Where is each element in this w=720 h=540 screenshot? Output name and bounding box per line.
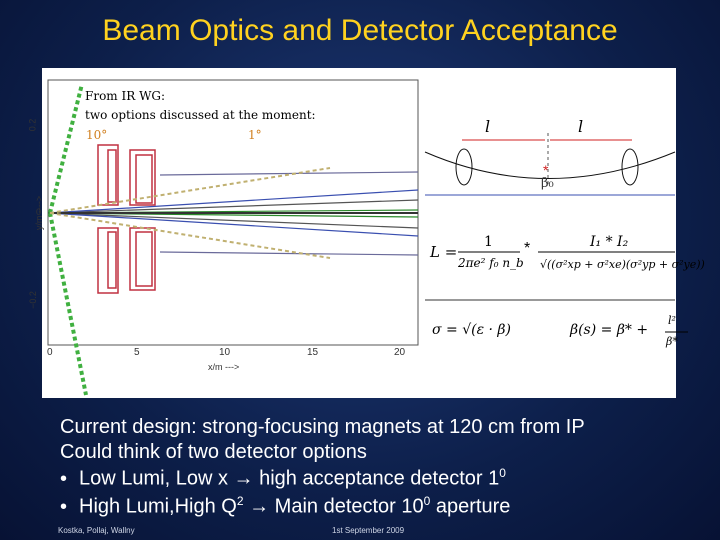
body-line: Could think of two detector options [60,441,367,463]
footer-authors: Kostka, Pollaj, Wallny [58,526,135,535]
formula: 1 [484,234,493,250]
figure-background [42,68,676,398]
x-axis-label: x/m ---> [208,362,240,372]
fraction-bars [458,251,688,333]
y-tick-label: −0.2 [27,291,38,309]
formula: β* [666,335,678,348]
length-label: l [578,117,584,136]
focusing-diagram [424,133,676,301]
formula: l² [668,314,676,327]
angle-label: 10° [86,128,108,142]
formula: √((σ²xp + σ²xe)(σ²yp + σ²ye)) [540,258,705,271]
magnets [97,144,156,294]
slide-title: Beam Optics and Detector Acceptance [102,14,618,47]
bullet-text: aperture [430,495,511,518]
acceptance-lines [48,83,331,396]
beta-star: * [543,162,549,178]
footer-date: 1st September 2009 [332,526,405,535]
formula: 2πe² f₀ n_b [458,256,524,270]
formula: * [524,240,531,257]
x-tick-label: 10 [219,347,231,358]
formula: I₁ * I₂ [590,234,629,250]
y-tick-label: 0.2 [27,118,38,132]
x-tick-label: 15 [307,347,319,358]
formula: β(s) = β* + [570,322,649,338]
x-tick-label: 0 [47,347,53,358]
formula: L = [430,243,458,261]
bullet-item: • Low Lumi, Low x → high acceptance detec… [60,466,506,490]
figure-note: two options discussed at the moment: [85,108,316,122]
length-label: l [485,117,491,136]
bullet-text: Low Lumi, Low x → high acceptance detect… [79,467,500,490]
superscript: 2 [236,494,244,508]
superscript: 0 [423,494,431,508]
bullet-text: High Lumi,High Q [79,495,237,518]
formula: σ = √(ε · β) [432,322,511,338]
figure-note: From IR WG: [85,89,166,103]
x-tick-label: 5 [134,347,140,358]
x-tick-label: 20 [394,347,406,358]
y-tick-label: 0 [36,207,42,217]
beam-lines [47,171,419,256]
angle-label: 1° [248,128,262,142]
body-line: Current design: strong-focusing magnets … [60,416,585,438]
bullet-item: • High Lumi,High Q2 → Main detector 100 a… [60,494,511,518]
superscript: 0 [499,466,506,480]
bullet-text: → Main detector 10 [243,495,424,518]
beta-label: β₀ [541,176,554,191]
